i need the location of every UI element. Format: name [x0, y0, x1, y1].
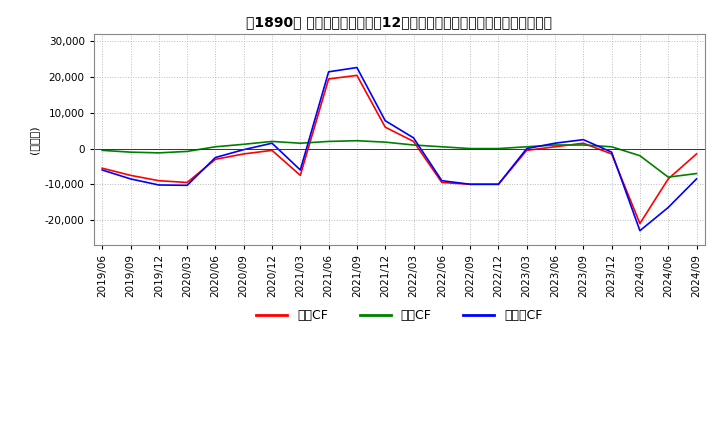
営業CF — [579, 140, 588, 146]
投資CF — [211, 144, 220, 150]
投資CF — [324, 139, 333, 144]
営業CF — [466, 182, 474, 187]
営業CF — [211, 157, 220, 162]
フリーCF — [211, 155, 220, 160]
投資CF — [126, 150, 135, 155]
フリーCF — [381, 118, 390, 123]
営業CF — [324, 76, 333, 81]
投資CF — [409, 143, 418, 148]
投資CF — [494, 146, 503, 151]
営業CF — [126, 173, 135, 178]
投資CF — [240, 142, 248, 147]
フリーCF — [607, 150, 616, 155]
フリーCF — [551, 140, 559, 146]
営業CF — [551, 144, 559, 150]
フリーCF — [183, 183, 192, 188]
フリーCF — [268, 140, 276, 146]
投資CF — [438, 144, 446, 150]
投資CF — [353, 138, 361, 143]
フリーCF — [155, 182, 163, 187]
フリーCF — [353, 65, 361, 70]
投資CF — [523, 144, 531, 150]
投資CF — [664, 175, 672, 180]
営業CF — [155, 178, 163, 183]
フリーCF — [636, 228, 644, 233]
投資CF — [692, 171, 701, 176]
Line: 営業CF: 営業CF — [102, 75, 696, 224]
フリーCF — [579, 137, 588, 142]
営業CF — [409, 139, 418, 144]
投資CF — [155, 150, 163, 155]
営業CF — [692, 151, 701, 157]
Line: 投資CF: 投資CF — [102, 141, 696, 177]
投資CF — [551, 143, 559, 148]
投資CF — [268, 139, 276, 144]
フリーCF — [438, 178, 446, 183]
営業CF — [381, 125, 390, 130]
投資CF — [381, 139, 390, 145]
フリーCF — [240, 147, 248, 152]
営業CF — [438, 180, 446, 185]
投資CF — [296, 140, 305, 146]
フリーCF — [296, 167, 305, 172]
Title: ［1890］ キャッシュフローの12か月移動合計の対前年同期増減額の推移: ［1890］ キャッシュフローの12か月移動合計の対前年同期増減額の推移 — [246, 15, 552, 29]
フリーCF — [664, 205, 672, 210]
投資CF — [98, 148, 107, 153]
フリーCF — [324, 69, 333, 74]
営業CF — [183, 180, 192, 185]
Legend: 営業CF, 投資CF, フリーCF: 営業CF, 投資CF, フリーCF — [251, 304, 547, 327]
フリーCF — [126, 176, 135, 182]
営業CF — [523, 148, 531, 153]
営業CF — [353, 73, 361, 78]
営業CF — [636, 221, 644, 226]
投資CF — [636, 153, 644, 158]
営業CF — [268, 148, 276, 153]
営業CF — [664, 176, 672, 182]
営業CF — [240, 151, 248, 157]
フリーCF — [692, 176, 701, 182]
投資CF — [183, 149, 192, 154]
営業CF — [607, 151, 616, 157]
Y-axis label: (百万円): (百万円) — [30, 125, 40, 154]
フリーCF — [98, 167, 107, 172]
営業CF — [296, 173, 305, 178]
投資CF — [579, 143, 588, 148]
フリーCF — [523, 146, 531, 151]
投資CF — [466, 146, 474, 151]
フリーCF — [494, 182, 503, 187]
営業CF — [494, 182, 503, 187]
フリーCF — [466, 182, 474, 187]
投資CF — [607, 144, 616, 150]
営業CF — [98, 165, 107, 171]
フリーCF — [409, 135, 418, 140]
Line: フリーCF: フリーCF — [102, 67, 696, 231]
